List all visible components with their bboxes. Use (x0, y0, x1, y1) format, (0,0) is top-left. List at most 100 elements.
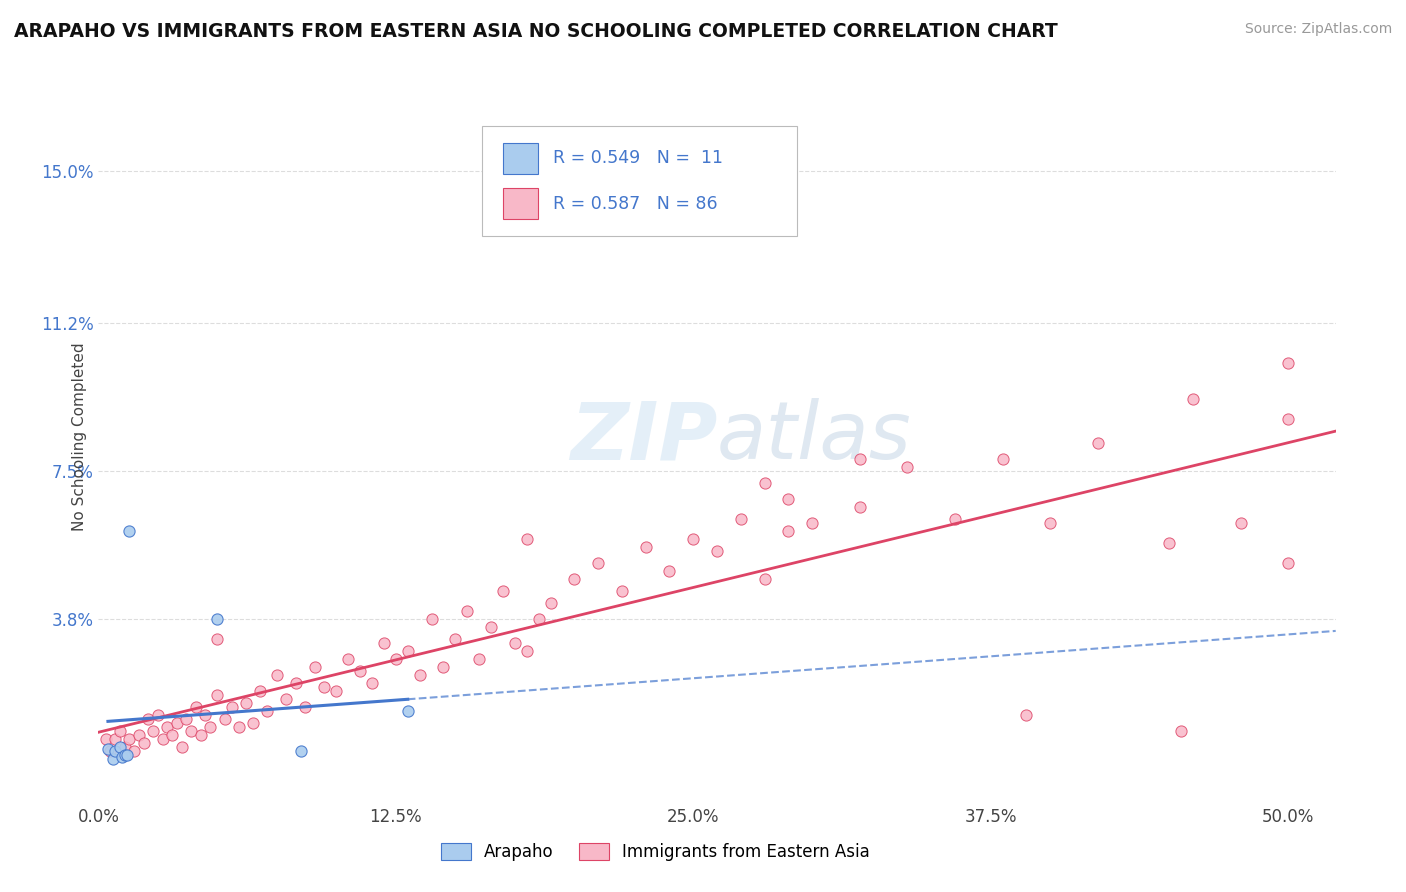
Y-axis label: No Schooling Completed: No Schooling Completed (72, 343, 87, 532)
Point (294, 699, 316, 714)
Point (94, 731, 117, 746)
Point (207, 632, 229, 646)
Point (207, 688, 229, 702)
Point (349, 664, 371, 678)
Point (432, 660, 454, 674)
Point (991, 452, 1014, 467)
Point (111, 749, 134, 764)
Point (97, 742, 120, 756)
Point (586, 556, 609, 570)
Point (516, 644, 538, 658)
Text: ARAPAHO VS IMMIGRANTS FROM EASTERN ASIA NO SCHOOLING COMPLETED CORRELATION CHART: ARAPAHO VS IMMIGRANTS FROM EASTERN ASIA … (14, 22, 1057, 41)
Point (128, 728, 150, 742)
Point (420, 612, 443, 626)
Point (479, 620, 502, 634)
Point (276, 691, 298, 706)
FancyBboxPatch shape (503, 143, 537, 174)
Point (108, 723, 131, 738)
Text: atlas: atlas (717, 398, 912, 476)
Point (396, 644, 419, 658)
Point (290, 744, 312, 758)
Point (101, 752, 124, 766)
Point (228, 720, 250, 734)
Point (122, 744, 145, 758)
Point (444, 632, 467, 646)
Point (1015, 707, 1038, 722)
Point (492, 584, 515, 599)
Point (184, 699, 207, 714)
Point (194, 707, 217, 722)
Point (396, 704, 419, 718)
Point (166, 715, 188, 730)
Point (200, 720, 222, 734)
Point (98, 744, 121, 758)
Point (503, 636, 526, 650)
Point (104, 731, 127, 746)
Point (235, 696, 257, 710)
Point (1039, 516, 1062, 530)
Point (373, 636, 395, 650)
Point (118, 731, 141, 746)
Point (527, 612, 550, 626)
Point (170, 739, 193, 754)
Point (1181, 392, 1204, 406)
Point (1159, 536, 1181, 550)
Point (778, 524, 800, 538)
Point (146, 707, 169, 722)
Point (385, 652, 408, 666)
Point (118, 524, 141, 538)
Point (540, 596, 562, 610)
Point (325, 684, 347, 698)
Point (152, 731, 174, 746)
Point (104, 744, 127, 758)
Point (180, 723, 202, 738)
Point (284, 676, 307, 690)
Point (221, 699, 243, 714)
Point (754, 476, 776, 491)
Text: ZIP: ZIP (569, 398, 717, 476)
Point (242, 715, 264, 730)
Point (658, 564, 681, 578)
Text: R = 0.587   N = 86: R = 0.587 N = 86 (553, 194, 717, 213)
Point (849, 452, 872, 467)
Point (142, 723, 165, 738)
FancyBboxPatch shape (503, 188, 537, 219)
Point (114, 747, 136, 762)
Point (1229, 516, 1251, 530)
Point (634, 540, 657, 554)
Point (754, 572, 776, 586)
Point (176, 712, 198, 726)
Point (849, 500, 872, 514)
Point (138, 712, 160, 726)
Point (314, 680, 336, 694)
Text: Source: ZipAtlas.com: Source: ZipAtlas.com (1244, 22, 1392, 37)
Point (801, 516, 824, 530)
Point (214, 712, 236, 726)
Point (778, 491, 800, 506)
Point (160, 728, 183, 742)
Point (266, 668, 288, 682)
Point (408, 668, 430, 682)
Point (562, 572, 585, 586)
Point (337, 652, 360, 666)
Point (115, 747, 138, 762)
Text: R = 0.549   N =  11: R = 0.549 N = 11 (553, 149, 723, 168)
Point (207, 612, 229, 626)
FancyBboxPatch shape (482, 126, 797, 235)
Point (132, 736, 155, 750)
Point (682, 532, 704, 546)
Point (361, 676, 384, 690)
Point (190, 728, 212, 742)
Point (1277, 556, 1299, 570)
Point (516, 532, 538, 546)
Point (610, 584, 633, 599)
Legend: Arapaho, Immigrants from Eastern Asia: Arapaho, Immigrants from Eastern Asia (434, 836, 876, 868)
Point (730, 512, 752, 526)
Point (896, 460, 918, 475)
Point (1170, 723, 1192, 738)
Point (706, 544, 728, 558)
Point (456, 604, 478, 618)
Point (108, 739, 131, 754)
Point (468, 652, 491, 666)
Point (1087, 436, 1109, 450)
